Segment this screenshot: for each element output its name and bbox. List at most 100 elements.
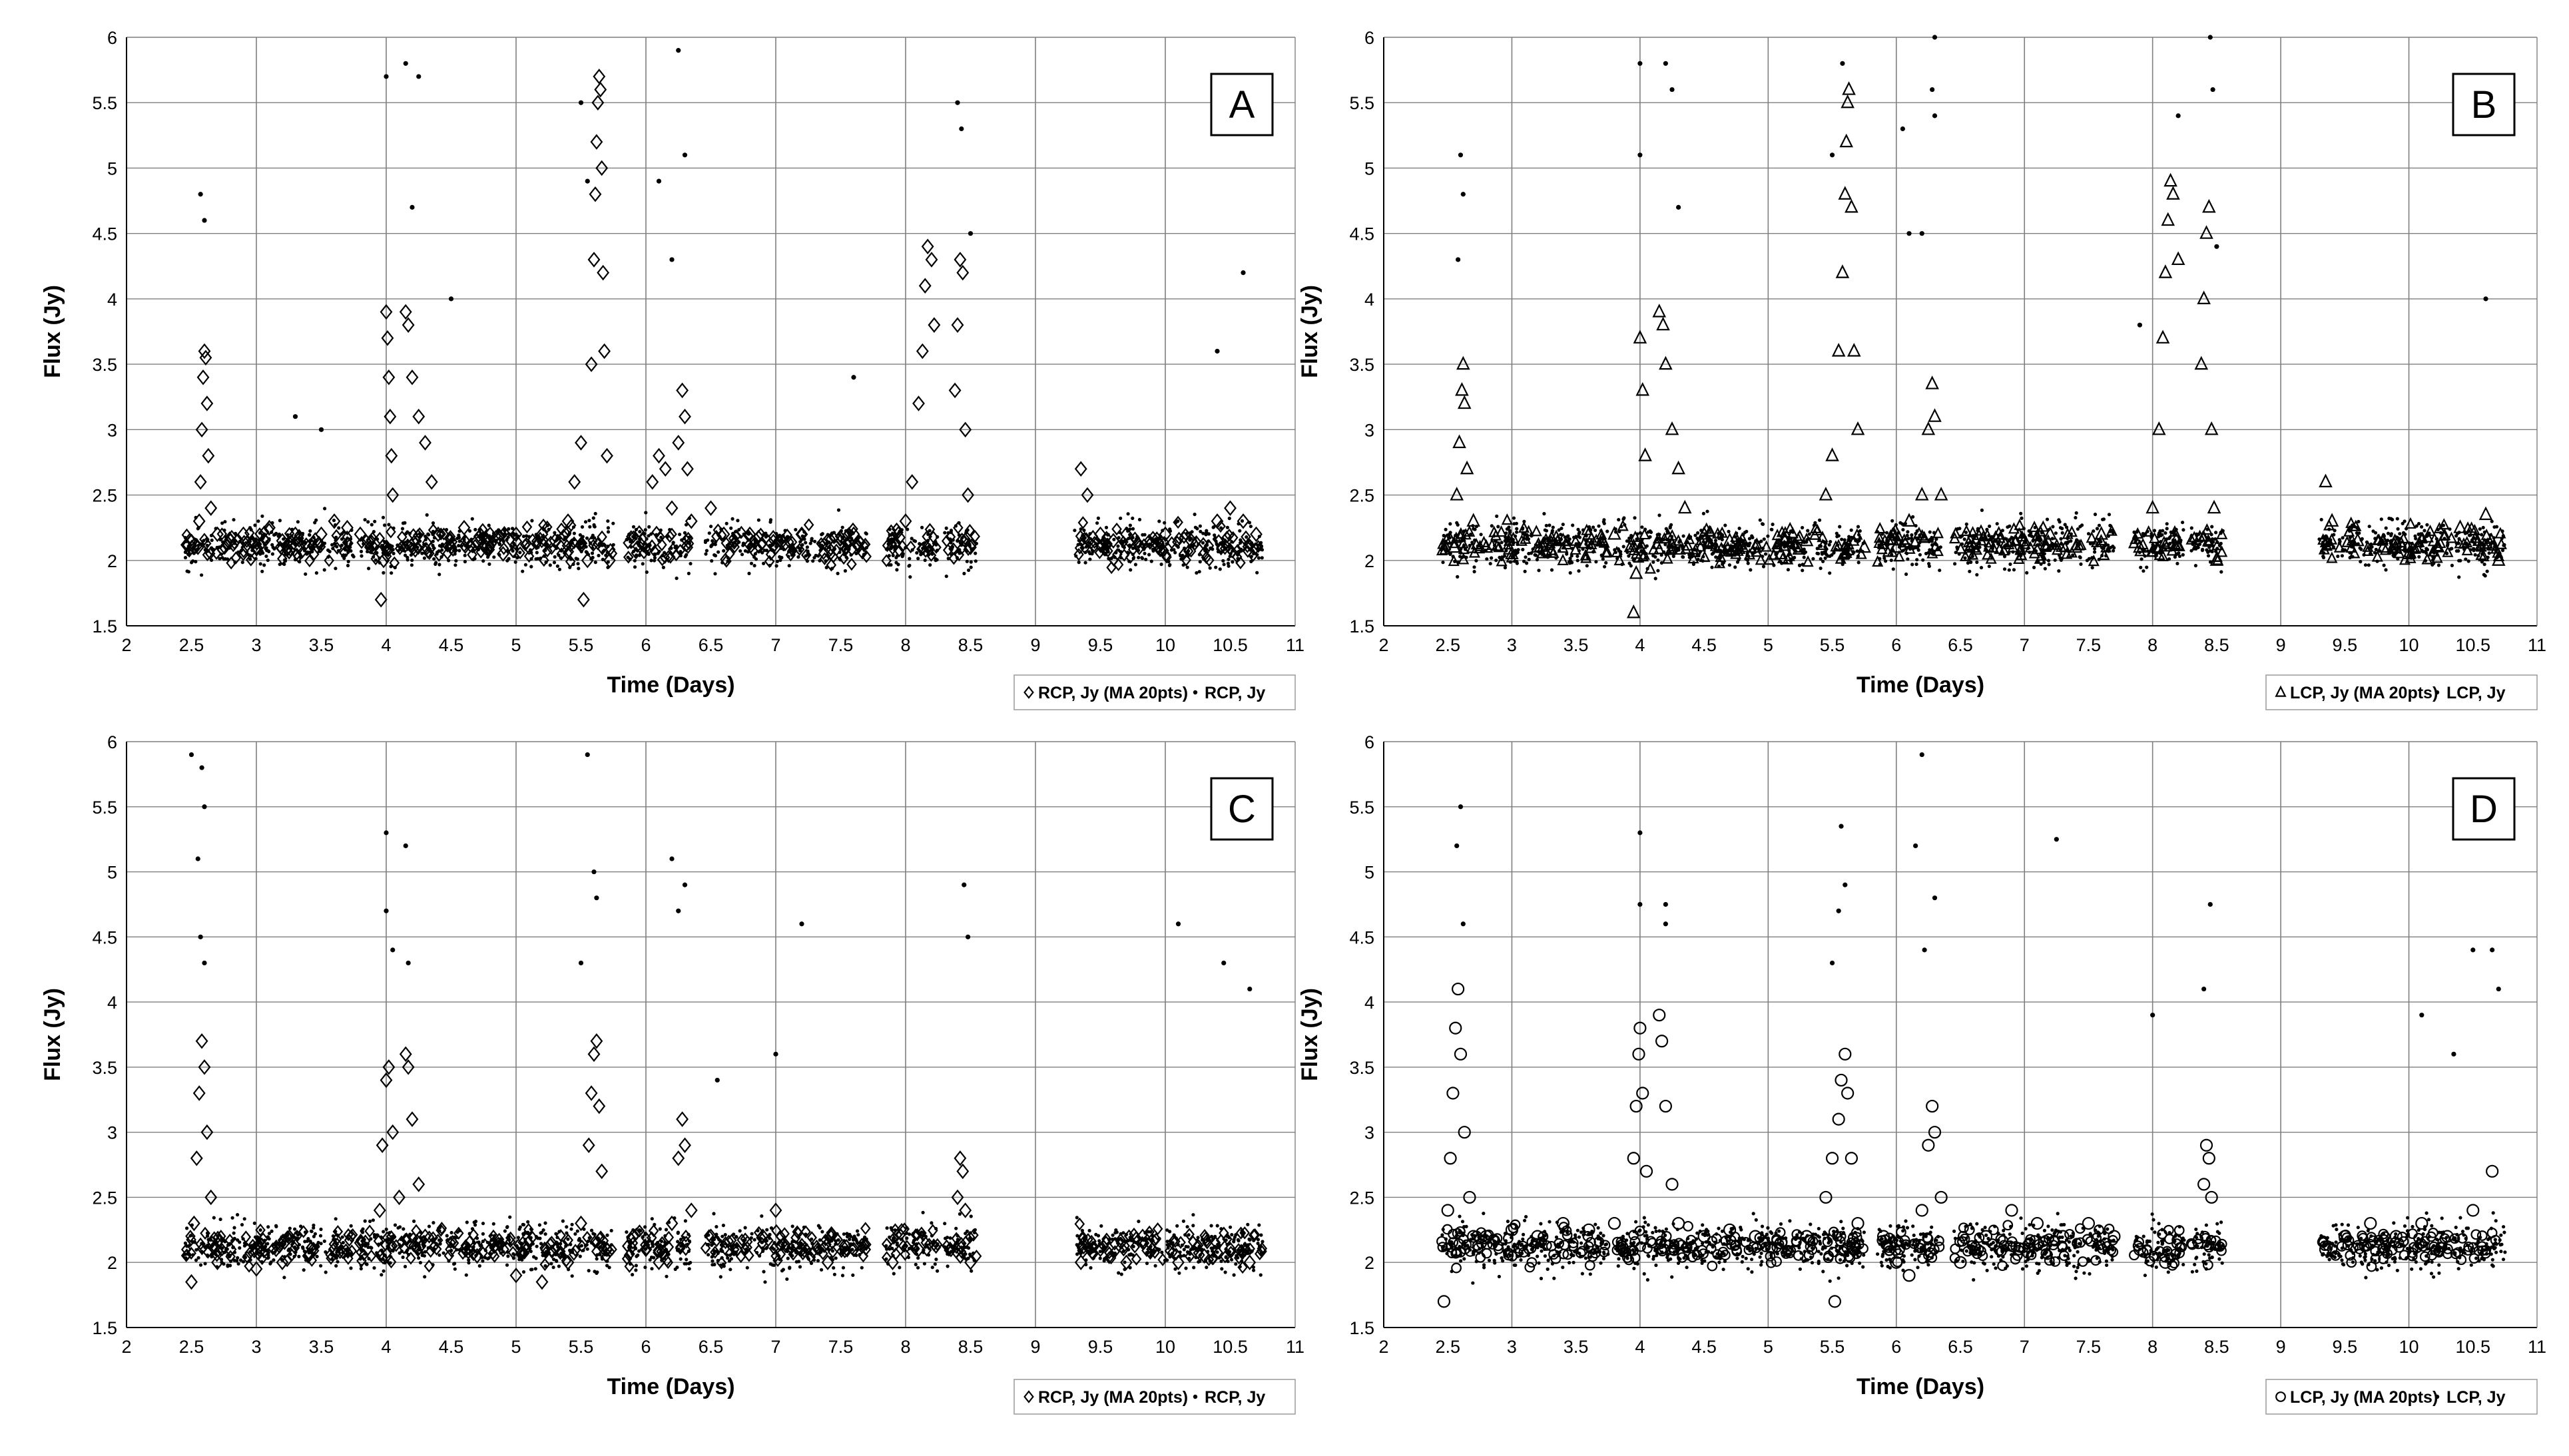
panel-b-noise-dot: [1856, 525, 1860, 529]
panel-c-noise-dot: [679, 1257, 683, 1261]
panel-c-noise-marker: [555, 1244, 566, 1258]
panel-b-noise-dot: [1640, 525, 1644, 529]
panel-c-noise-dot: [521, 1233, 525, 1237]
panel-b-noise-marker: [2431, 551, 2443, 563]
panel-c-noise-dot: [240, 1223, 244, 1227]
panel-b-noise-dot: [1550, 568, 1554, 572]
panel-b-noise-marker: [2494, 527, 2506, 539]
panel-a-noise-dot: [529, 565, 533, 569]
panel-a-noise-marker: [1224, 529, 1235, 542]
panel-b-ma-point-17: [1635, 381, 1650, 396]
panel-b-noise-dot: [2357, 519, 2361, 524]
panel-b-noise-marker: [2019, 537, 2031, 549]
panel-c-noise-marker: [568, 1248, 579, 1261]
panel-b-noise-dot: [2189, 549, 2193, 553]
panel-c-noise-marker: [910, 1242, 920, 1256]
panel-b-noise-marker: [2014, 542, 2026, 555]
panel-a-ma-point-24: [377, 553, 390, 569]
panel-c-noise-dot: [232, 1226, 236, 1230]
panel-a-ma-point-83: [912, 395, 925, 411]
panel-c-noise-dot: [964, 1232, 968, 1236]
panel-a-noise-dot: [574, 557, 578, 561]
panel-b-noise-marker: [1982, 548, 1994, 560]
panel-b-noise-dot: [1906, 530, 1910, 534]
panel-c-noise-dot: [543, 1264, 547, 1268]
panel-c-noise-dot: [565, 1231, 569, 1235]
panel-b-x-tick-label-5: 4.5: [1691, 635, 1717, 655]
panel-b-noise-dot: [1469, 533, 1473, 537]
panel-b-noise-marker: [1518, 521, 1530, 533]
panel-b-noise-dot: [2165, 527, 2169, 531]
panel-a-noise-dot: [470, 517, 474, 521]
panel-c-noise-marker: [463, 1246, 474, 1260]
panel-c-noise-dot: [721, 1224, 725, 1228]
panel-b-y-tick-label-6: 4.5: [1349, 224, 1374, 244]
panel-a-noise-dot: [366, 520, 370, 524]
panel-b-noise-dot: [1651, 560, 1655, 564]
panel-a-noise-marker: [786, 535, 798, 549]
panel-b-noise-dot: [2006, 525, 2010, 529]
panel-b-x-tick-label-15: 9.5: [2333, 635, 2358, 655]
panel-a-noise-marker: [954, 548, 965, 562]
panel-c-noise-marker: [271, 1239, 282, 1253]
panel-b-noise-dot: [1458, 555, 1462, 559]
panel-b-noise-dot: [2436, 563, 2440, 567]
panel-a-noise-dot: [811, 559, 815, 563]
panel-c-noise-marker: [180, 1249, 192, 1262]
panel-c-noise-marker: [328, 1238, 340, 1251]
panel-b-noise-dot: [1576, 534, 1581, 539]
panel-b-noise-dot: [1514, 521, 1518, 525]
panel-a-noise-marker: [1173, 515, 1183, 529]
panel-a-noise-dot: [535, 551, 539, 555]
panel-a-noise-dot: [1201, 531, 1205, 535]
panel-c-noise-dot: [324, 1250, 328, 1254]
panel-a-ma-series: [191, 69, 1263, 608]
panel-b-legend-dot-marker: [2434, 690, 2440, 695]
panel-b-noise-dot: [1485, 557, 1489, 561]
panel-c-noise-marker: [244, 1260, 254, 1273]
panel-a-ma-point-57: [593, 69, 606, 85]
panel-a-ma-point-36: [425, 474, 438, 490]
panel-b-noise-dot: [1472, 570, 1476, 574]
panel-b-noise-dot: [1448, 522, 1452, 526]
panel-c-noise-dot: [885, 1226, 889, 1230]
panel-a-noise-dot: [432, 557, 436, 561]
panel-a-noise-dot: [1211, 525, 1215, 529]
panel-c-noise-dot: [760, 1214, 764, 1218]
panel-b-noise-marker: [1653, 543, 1665, 555]
panel-c-noise-dot: [412, 1219, 416, 1223]
panel-a-noise-marker: [304, 554, 315, 568]
panel-a-noise-dot: [422, 556, 427, 560]
panel-a-noise-marker: [1253, 540, 1264, 553]
panel-b-noise-dot: [2482, 563, 2486, 567]
panel-a-noise-dot: [1095, 521, 1099, 525]
panel-a-ma-point-13: [250, 539, 263, 555]
panel-b-noise-dot: [2107, 513, 2112, 517]
panel-b-noise-dot: [2020, 516, 2024, 521]
panel-b-noise-marker: [1647, 543, 1659, 555]
panel-a-x-tick-label-2: 3: [251, 635, 261, 655]
panel-b-noise-dot: [1653, 555, 1657, 559]
panel-c-noise-dot: [790, 1224, 794, 1228]
panel-a-noise-marker: [683, 537, 695, 551]
panel-c-noise-dot: [658, 1227, 662, 1231]
panel-a-noise-marker: [931, 541, 942, 554]
panel-b-noise-dot: [2165, 522, 2169, 526]
panel-b-noise-dot: [1761, 522, 1765, 527]
panel-c-noise-dot: [539, 1242, 543, 1246]
panel-b-ma-point-68: [2204, 421, 2219, 435]
panel-c-noise-dot: [845, 1232, 849, 1236]
panel-b-noise-dot: [1585, 564, 1589, 568]
panel-b-noise-dot: [2181, 521, 2185, 525]
panel-b-noise-marker: [2211, 539, 2223, 551]
panel-c-noise-dot: [336, 1260, 340, 1264]
panel-c-noise-dot: [631, 1273, 635, 1277]
panel-a-noise-dot: [264, 554, 268, 559]
panel-b-raw-point-12: [1919, 231, 1924, 236]
panel-b-noise-marker: [1490, 529, 1502, 541]
panel-a-noise-marker: [831, 543, 842, 557]
panel-b-noise-marker: [2051, 538, 2063, 550]
panel-b-noise-dot: [1758, 518, 1762, 522]
panel-c-noise-dot: [930, 1266, 934, 1270]
panel-c-noise-marker: [928, 1238, 940, 1252]
